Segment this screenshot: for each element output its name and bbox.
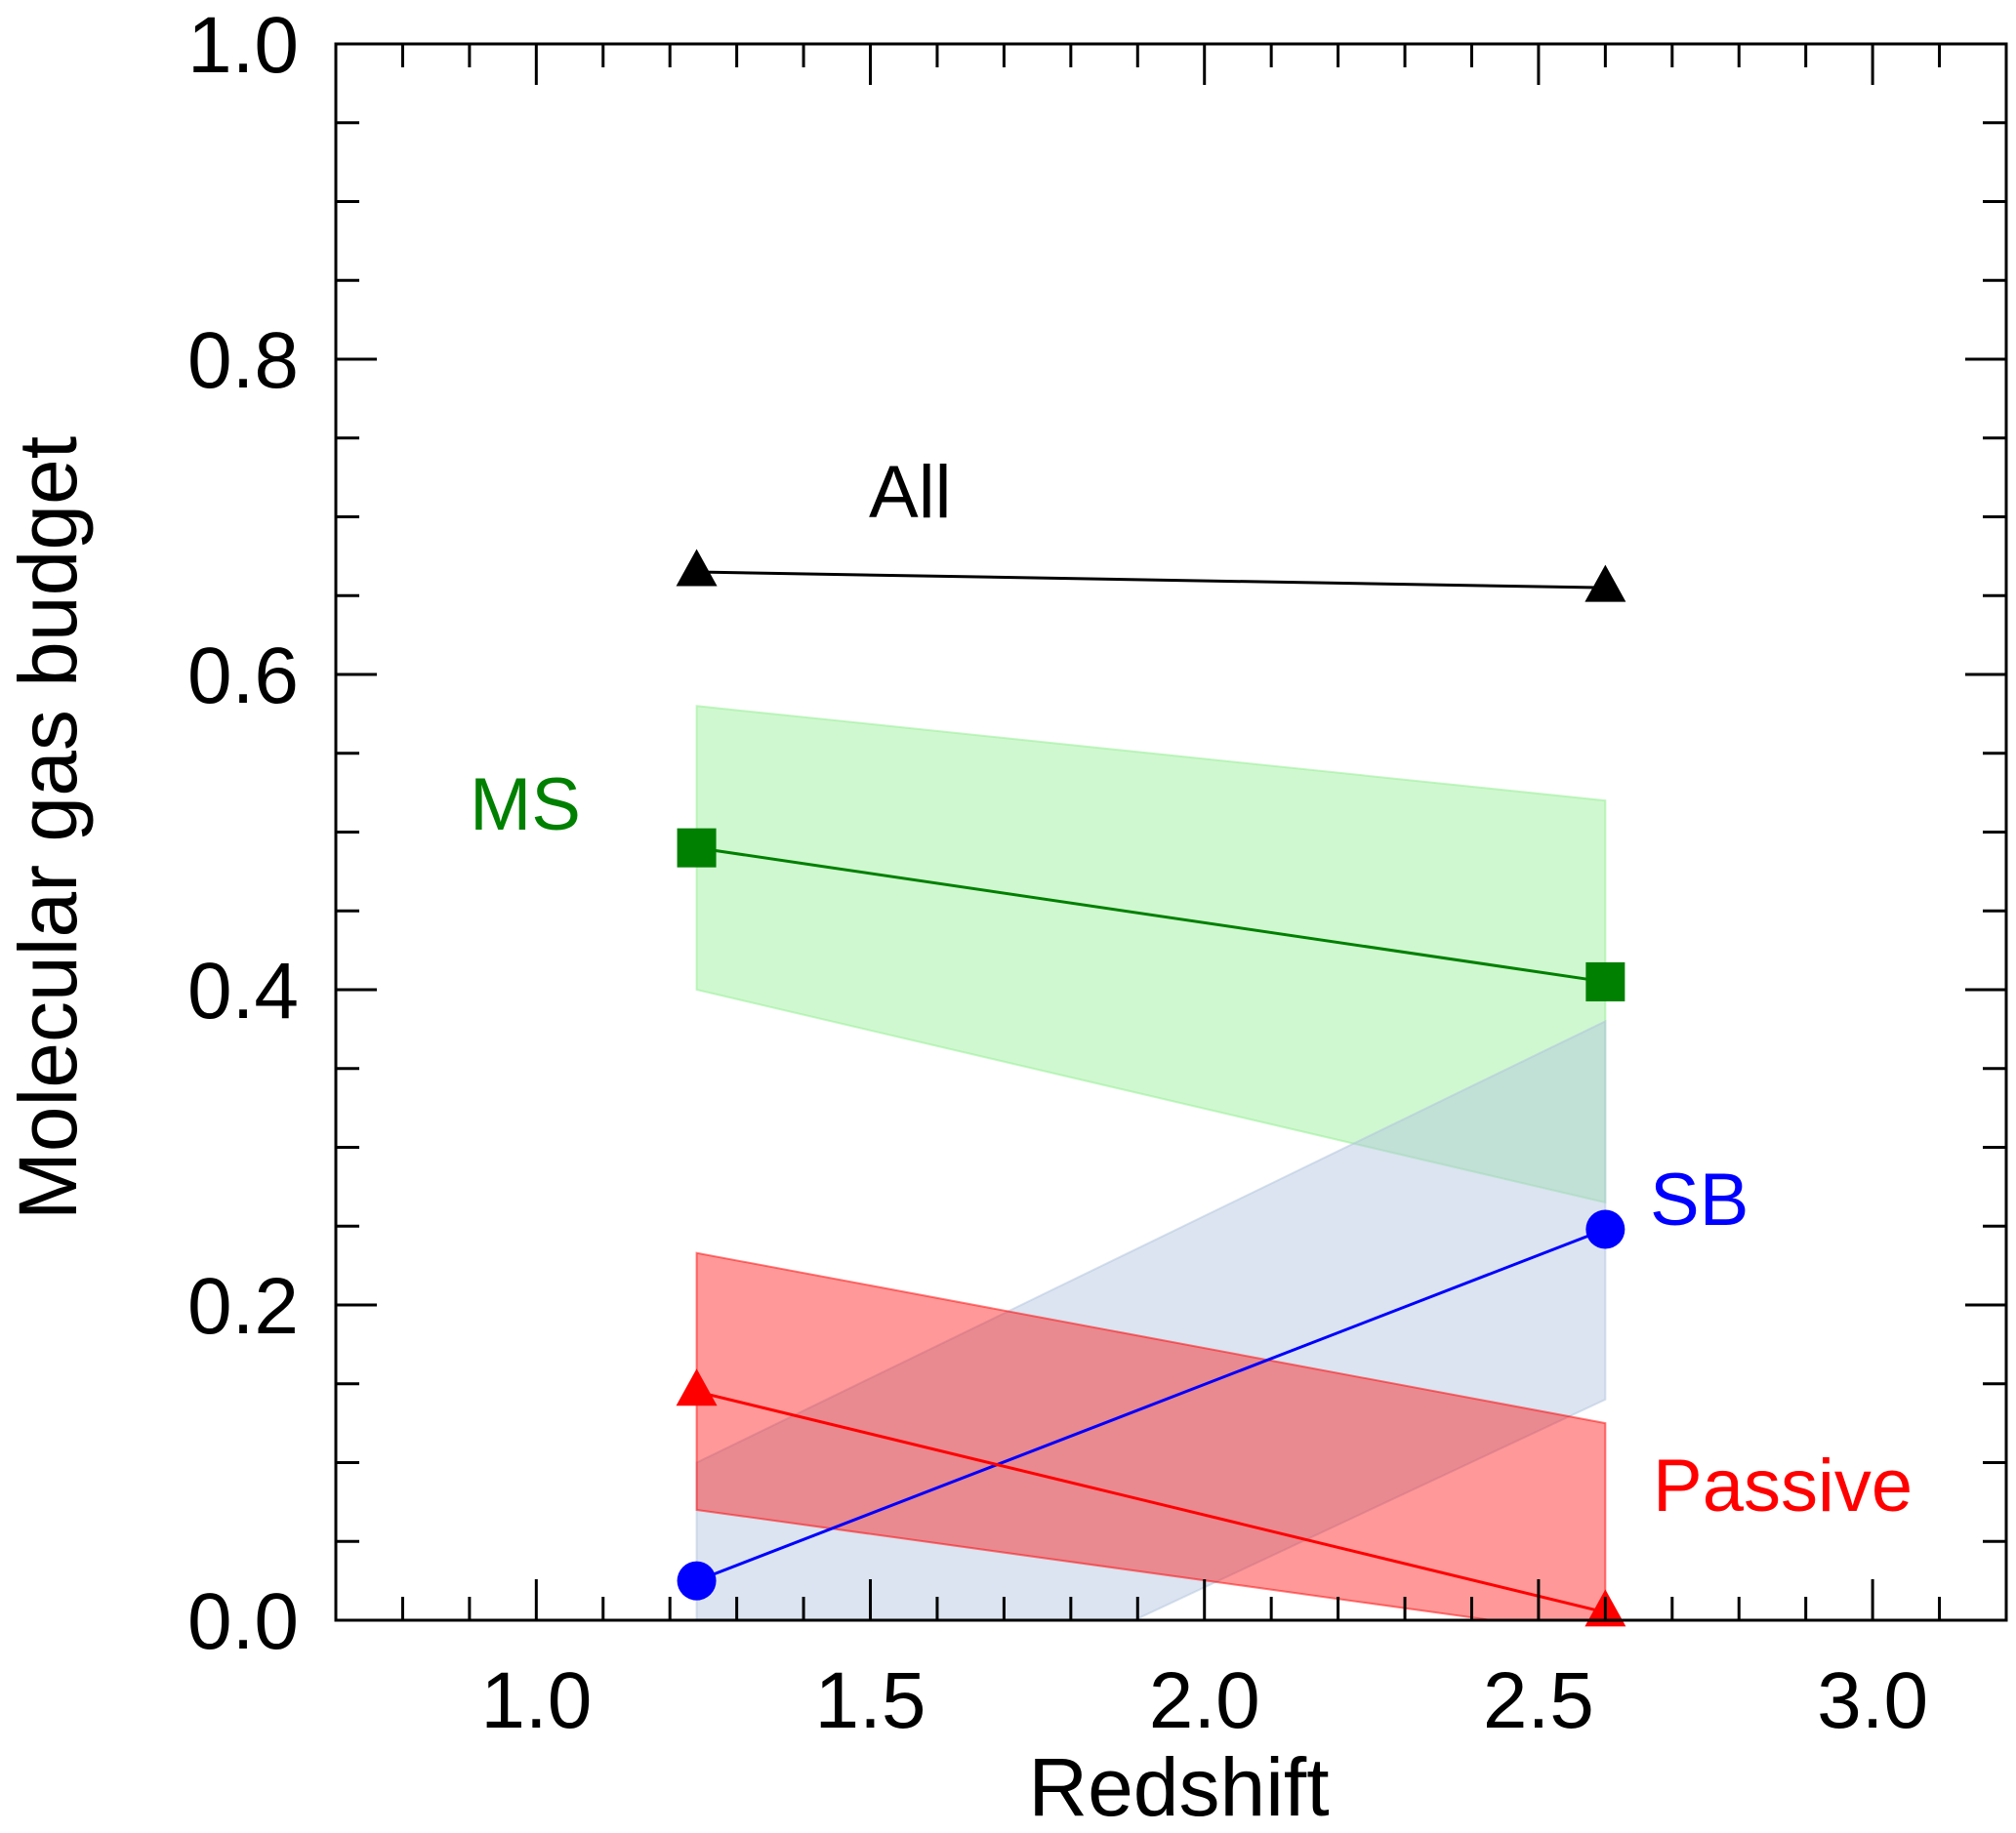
- marker-ms: [677, 828, 717, 868]
- series-lines: [696, 570, 1606, 1614]
- marker-all: [1584, 564, 1626, 602]
- y-axis-title: Molecular gas budget: [2, 436, 94, 1220]
- marker-sb: [1585, 1209, 1625, 1249]
- series-labels: All MS SB Passive: [470, 451, 1913, 1528]
- x-tick-label: 2.0: [1149, 1656, 1260, 1745]
- axis-ticks: [334, 42, 2008, 1622]
- y-tick-label: 1.0: [187, 1, 299, 90]
- x-tick-label: 3.0: [1817, 1656, 1928, 1745]
- series-label-passive: Passive: [1653, 1445, 1913, 1528]
- tick-labels: 0.0 0.2 0.4 0.6 0.8 1.0 1.0 1.5 2.0 2.5 3.0: [187, 1, 1928, 1745]
- series-label-ms: MS: [470, 763, 581, 846]
- band-passive: [695, 1251, 1607, 1620]
- line-sb: [696, 1228, 1606, 1583]
- band-sb: [695, 1019, 1607, 1620]
- y-tick-label: 0.4: [187, 947, 299, 1036]
- x-tick-label: 1.0: [480, 1656, 592, 1745]
- x-tick-label: 1.5: [815, 1656, 926, 1745]
- series-label-sb: SB: [1650, 1159, 1749, 1242]
- error-bands: [695, 705, 1607, 1620]
- y-tick-label: 0.8: [187, 316, 299, 405]
- y-tick-label: 0.2: [187, 1262, 299, 1351]
- x-axis-title: Redshift: [1028, 1741, 1329, 1833]
- y-tick-label: 0.0: [187, 1577, 299, 1666]
- series-label-all: All: [869, 451, 951, 534]
- marker-ms: [1585, 961, 1625, 1001]
- marker-sb: [677, 1561, 717, 1601]
- line-ms: [696, 846, 1606, 984]
- line-passive: [696, 1390, 1606, 1614]
- line-all: [696, 570, 1606, 590]
- marker-all: [676, 549, 718, 587]
- marker-passive: [676, 1368, 718, 1406]
- y-tick-label: 0.6: [187, 631, 299, 720]
- x-tick-label: 2.5: [1483, 1656, 1594, 1745]
